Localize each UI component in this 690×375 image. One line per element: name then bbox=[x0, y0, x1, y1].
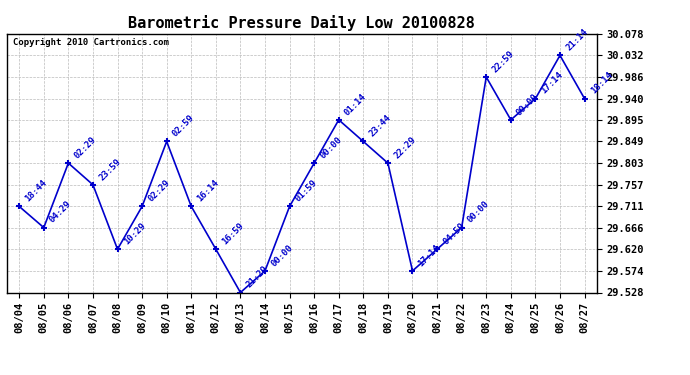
Text: 23:44: 23:44 bbox=[368, 113, 393, 139]
Text: 00:00: 00:00 bbox=[269, 243, 295, 268]
Text: 16:59: 16:59 bbox=[220, 221, 246, 246]
Text: 00:00: 00:00 bbox=[318, 135, 344, 160]
Text: 21:29: 21:29 bbox=[244, 264, 270, 290]
Text: 10:29: 10:29 bbox=[121, 221, 147, 246]
Text: 17:14: 17:14 bbox=[540, 70, 565, 96]
Text: 18:14: 18:14 bbox=[589, 70, 614, 96]
Text: 02:29: 02:29 bbox=[146, 178, 172, 204]
Text: 22:59: 22:59 bbox=[491, 49, 515, 74]
Text: 02:29: 02:29 bbox=[72, 135, 98, 160]
Text: Copyright 2010 Cartronics.com: Copyright 2010 Cartronics.com bbox=[13, 38, 168, 46]
Text: 17:14: 17:14 bbox=[417, 243, 442, 268]
Text: 01:59: 01:59 bbox=[294, 178, 319, 204]
Text: 01:14: 01:14 bbox=[343, 92, 368, 117]
Text: 00:00: 00:00 bbox=[515, 92, 540, 117]
Text: 22:29: 22:29 bbox=[392, 135, 417, 160]
Text: 16:14: 16:14 bbox=[195, 178, 221, 204]
Text: 21:14: 21:14 bbox=[564, 27, 589, 53]
Text: 00:00: 00:00 bbox=[466, 200, 491, 225]
Text: 18:44: 18:44 bbox=[23, 178, 49, 204]
Text: 23:59: 23:59 bbox=[97, 157, 122, 182]
Title: Barometric Pressure Daily Low 20100828: Barometric Pressure Daily Low 20100828 bbox=[128, 15, 475, 31]
Text: 02:59: 02:59 bbox=[171, 113, 196, 139]
Text: 04:29: 04:29 bbox=[48, 200, 73, 225]
Text: 04:59: 04:59 bbox=[441, 221, 466, 246]
